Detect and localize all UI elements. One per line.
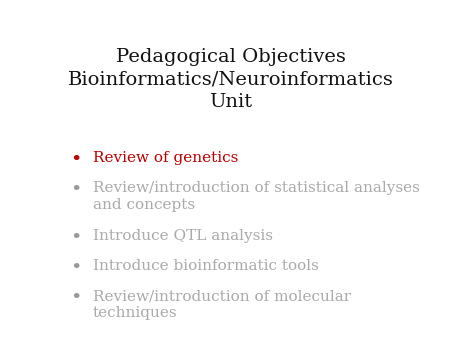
Text: Review/introduction of statistical analyses
and concepts: Review/introduction of statistical analy… <box>93 181 420 212</box>
Text: •: • <box>70 289 81 307</box>
Text: Introduce bioinformatic tools: Introduce bioinformatic tools <box>93 259 319 273</box>
Text: Review of genetics: Review of genetics <box>93 151 238 165</box>
Text: •: • <box>70 151 81 169</box>
Text: •: • <box>70 229 81 247</box>
Text: Pedagogical Objectives
Bioinformatics/Neuroinformatics
Unit: Pedagogical Objectives Bioinformatics/Ne… <box>68 48 394 111</box>
Text: •: • <box>70 181 81 199</box>
Text: Review/introduction of molecular
techniques: Review/introduction of molecular techniq… <box>93 289 351 320</box>
Text: Introduce QTL analysis: Introduce QTL analysis <box>93 229 273 243</box>
Text: •: • <box>70 259 81 277</box>
